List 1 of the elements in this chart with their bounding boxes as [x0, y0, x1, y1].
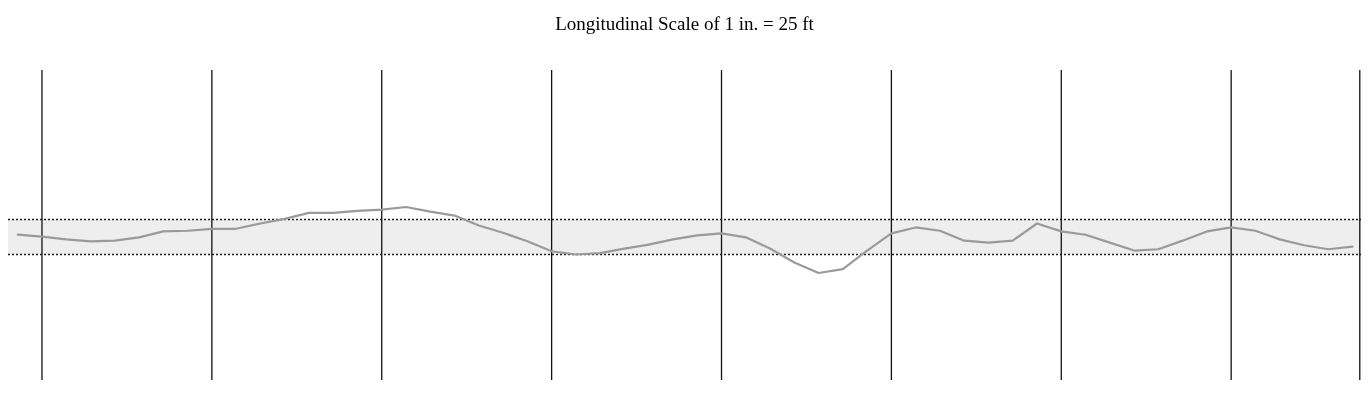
chart-title: Longitudinal Scale of 1 in. = 25 ft [555, 13, 815, 34]
